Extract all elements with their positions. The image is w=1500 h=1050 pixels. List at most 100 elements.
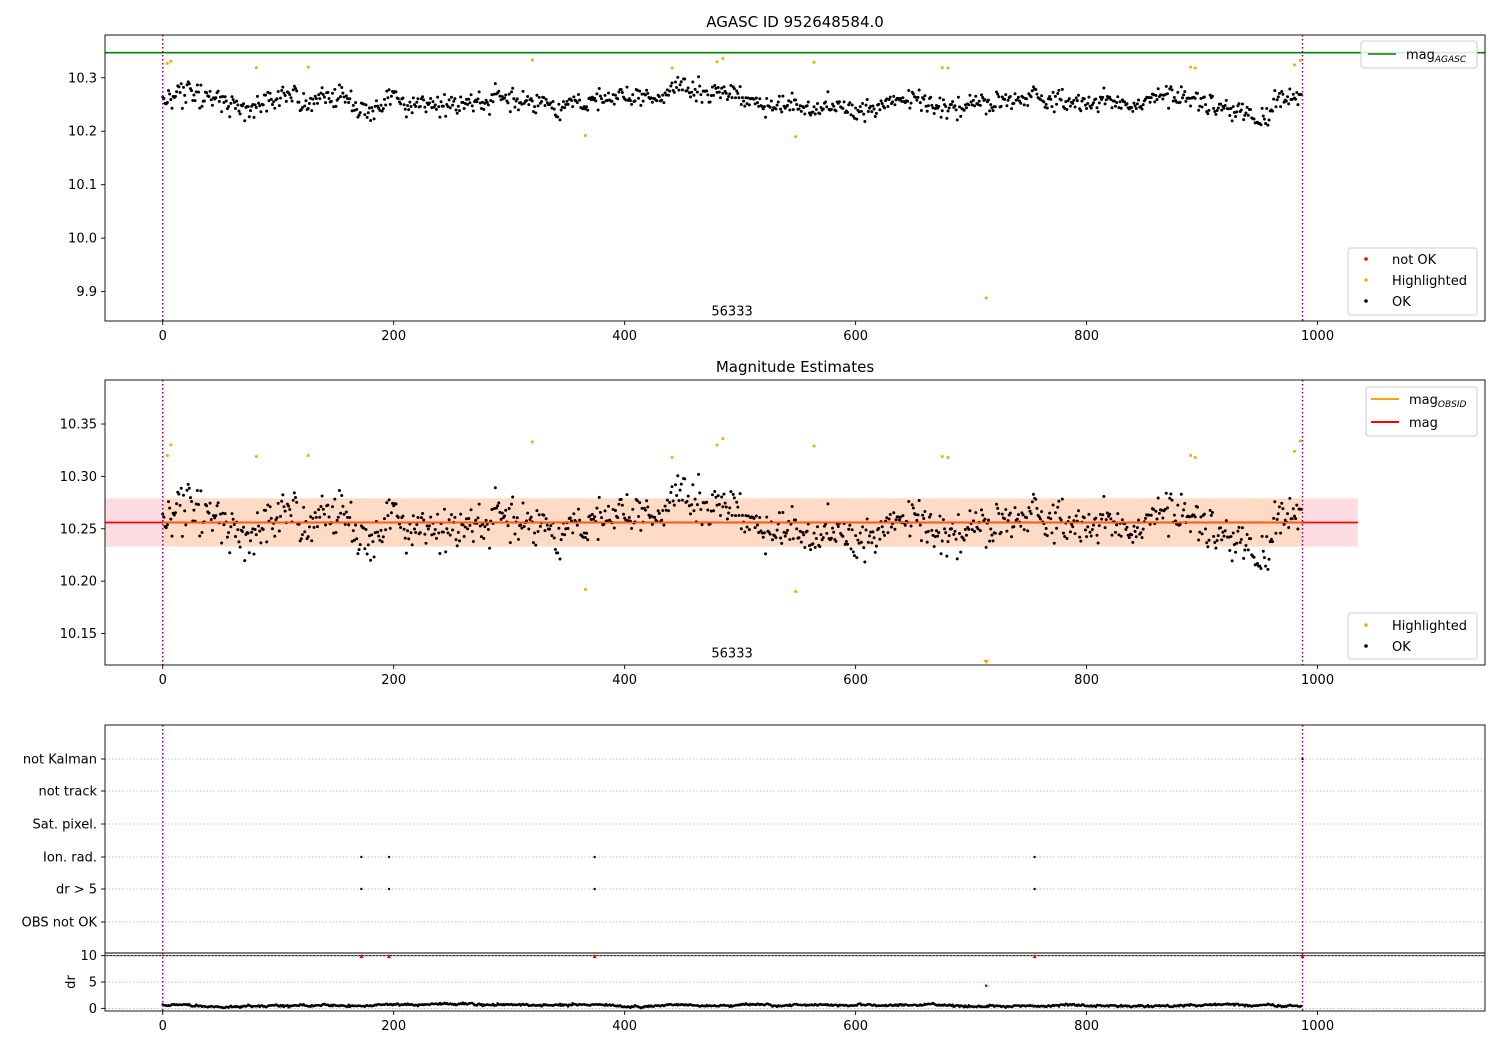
ok-point	[362, 526, 366, 530]
ok-point	[1187, 515, 1191, 519]
ok-point	[826, 90, 830, 94]
ok-point	[195, 83, 199, 87]
ok-point	[247, 551, 251, 555]
ok-point	[822, 524, 826, 528]
ok-point	[240, 530, 244, 534]
flag-point	[593, 887, 596, 891]
ok-point	[620, 503, 624, 507]
ok-point	[892, 511, 896, 515]
ok-point	[1000, 512, 1004, 516]
ok-point	[348, 515, 352, 519]
ok-point	[258, 529, 262, 533]
ok-point	[340, 85, 344, 89]
ok-point	[686, 86, 690, 90]
ok-point	[698, 84, 702, 88]
ok-point	[215, 504, 219, 508]
ok-point	[798, 529, 802, 533]
ok-point	[627, 516, 631, 520]
ok-point	[318, 97, 322, 101]
ok-point	[1134, 107, 1138, 111]
ok-point	[1160, 93, 1164, 97]
ok-point	[194, 90, 198, 94]
ok-point	[813, 545, 817, 549]
ok-point	[280, 499, 284, 503]
ok-point	[512, 97, 516, 101]
ok-point	[1164, 84, 1168, 88]
ok-point	[597, 86, 601, 90]
ok-point	[713, 490, 717, 494]
ok-point	[1193, 515, 1197, 519]
ok-point	[235, 99, 239, 103]
ok-point	[1214, 546, 1218, 550]
ok-point	[1080, 99, 1084, 103]
ok-point	[858, 105, 862, 109]
highlighted-point	[946, 66, 950, 70]
ok-point	[877, 102, 881, 106]
highlighted-point	[715, 60, 719, 64]
ok-point	[258, 104, 262, 108]
ok-point	[1083, 528, 1087, 532]
ok-point	[640, 92, 644, 96]
ok-point	[243, 559, 247, 563]
ok-point	[1059, 98, 1063, 102]
ok-point	[281, 85, 285, 89]
ok-point	[320, 494, 324, 498]
ok-point	[1067, 97, 1071, 101]
ok-point	[693, 87, 697, 91]
ok-point	[1104, 518, 1108, 522]
ok-point	[336, 515, 340, 519]
ok-point	[363, 113, 367, 117]
ok-point	[461, 523, 465, 527]
ok-point	[735, 500, 739, 504]
ok-point	[1003, 517, 1007, 521]
ok-point	[919, 109, 923, 113]
ok-point	[553, 547, 557, 551]
ok-point	[1195, 91, 1199, 95]
ok-point	[416, 515, 420, 519]
ok-point	[1074, 96, 1078, 100]
ok-point	[656, 509, 660, 513]
ok-point	[1096, 541, 1100, 545]
ok-point	[1152, 507, 1156, 511]
ok-point	[1228, 114, 1232, 118]
ok-point	[1028, 509, 1032, 513]
ok-point	[439, 100, 443, 104]
ok-point	[526, 511, 530, 515]
ok-point	[530, 99, 534, 103]
ok-point	[624, 518, 628, 522]
ok-point	[178, 91, 182, 95]
ok-point	[197, 502, 201, 506]
ok-point	[631, 93, 635, 97]
ok-point	[291, 498, 295, 502]
ok-point	[1179, 492, 1183, 496]
ok-point	[426, 527, 430, 531]
dr-point	[286, 1003, 289, 1007]
ok-point	[901, 514, 905, 518]
ok-point	[255, 94, 259, 98]
ok-point	[326, 503, 330, 507]
ok-point	[447, 518, 451, 522]
ok-point	[799, 109, 803, 113]
ok-point	[570, 98, 574, 102]
ok-point	[1227, 107, 1231, 111]
highlighted-point	[1193, 66, 1197, 70]
flag-point	[387, 887, 391, 891]
ok-point	[1155, 517, 1159, 521]
ok-point	[880, 101, 884, 105]
ok-point	[490, 507, 494, 511]
ok-point	[582, 531, 586, 535]
ok-point	[959, 550, 963, 554]
dr-point	[570, 1003, 573, 1007]
ok-point	[408, 100, 412, 104]
ok-point	[594, 99, 598, 103]
ok-point	[179, 82, 183, 86]
ok-point	[474, 518, 478, 522]
ok-point	[1287, 102, 1291, 106]
ok-point	[1242, 118, 1246, 122]
ok-point	[493, 82, 497, 86]
ok-point	[964, 533, 968, 537]
ok-point	[932, 544, 936, 548]
ok-point	[864, 528, 868, 532]
highlighted-point	[940, 66, 944, 70]
